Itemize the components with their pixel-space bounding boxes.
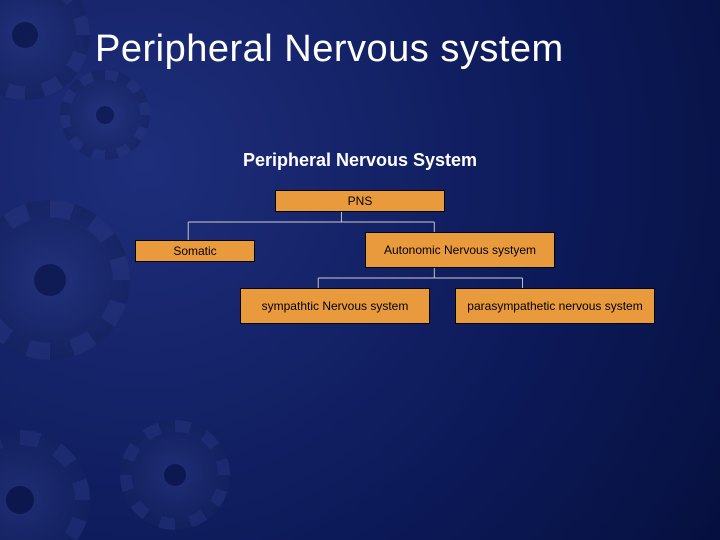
node-para: parasympathetic nervous system — [455, 288, 655, 324]
gear-icon — [120, 420, 230, 530]
gear-icon — [60, 70, 150, 160]
node-symp: sympathtic Nervous system — [240, 288, 430, 324]
diagram-title: Peripheral Nervous System — [100, 150, 620, 171]
page-title: Peripheral Nervous system — [95, 28, 564, 71]
node-pns: PNS — [275, 190, 445, 212]
node-auto: Autonomic Nervous systyem — [365, 232, 555, 268]
node-somatic: Somatic — [135, 240, 255, 262]
diagram-container: Peripheral Nervous System PNS Somatic Auto… — [100, 150, 620, 350]
gear-icon — [0, 430, 90, 540]
